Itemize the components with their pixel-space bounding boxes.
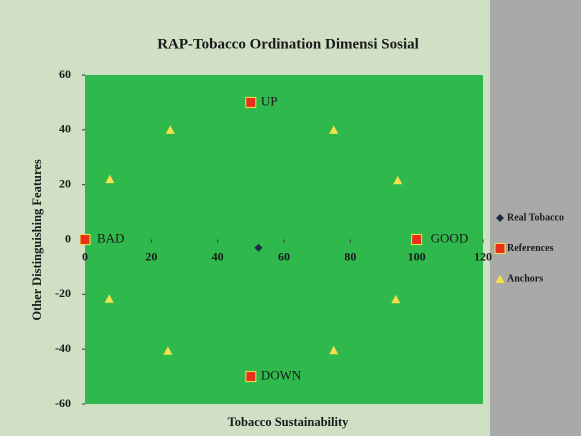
legend-text: References bbox=[507, 243, 554, 254]
x-tick-label: 80 bbox=[344, 249, 356, 263]
y-tick-label: 0 bbox=[65, 231, 71, 245]
point bbox=[246, 97, 256, 107]
y-tick-label: 60 bbox=[59, 67, 71, 81]
legend-text: Anchors bbox=[507, 273, 543, 284]
x-tick-label: 100 bbox=[408, 249, 426, 263]
x-tick-label: 40 bbox=[212, 249, 224, 263]
point bbox=[246, 372, 256, 382]
legend-text: Real Tobacco bbox=[507, 212, 564, 223]
chart-title: RAP-Tobacco Ordination Dimensi Sosial bbox=[157, 36, 419, 52]
point bbox=[495, 244, 505, 254]
point-label: UP bbox=[261, 93, 278, 108]
point bbox=[412, 235, 422, 245]
point-label: BAD bbox=[97, 230, 124, 245]
chart: RAP-Tobacco Ordination Dimensi Sosial To… bbox=[0, 0, 581, 436]
y-axis-label: Other Distinguishing Features bbox=[30, 159, 44, 320]
x-axis-label: Tobacco Sustainability bbox=[228, 415, 350, 429]
x-tick-label: 20 bbox=[145, 249, 157, 263]
y-tick-label: -20 bbox=[55, 286, 71, 300]
point-label: DOWN bbox=[261, 368, 302, 383]
point bbox=[80, 235, 90, 245]
x-tick-label: 0 bbox=[82, 249, 88, 263]
y-tick-label: 20 bbox=[59, 176, 71, 190]
x-tick-label: 120 bbox=[474, 249, 492, 263]
x-tick-label: 60 bbox=[278, 249, 290, 263]
y-tick-label: 40 bbox=[59, 122, 71, 136]
y-tick-label: -40 bbox=[55, 341, 71, 355]
point-label: GOOD bbox=[431, 230, 469, 245]
y-tick-label: -60 bbox=[55, 396, 71, 410]
